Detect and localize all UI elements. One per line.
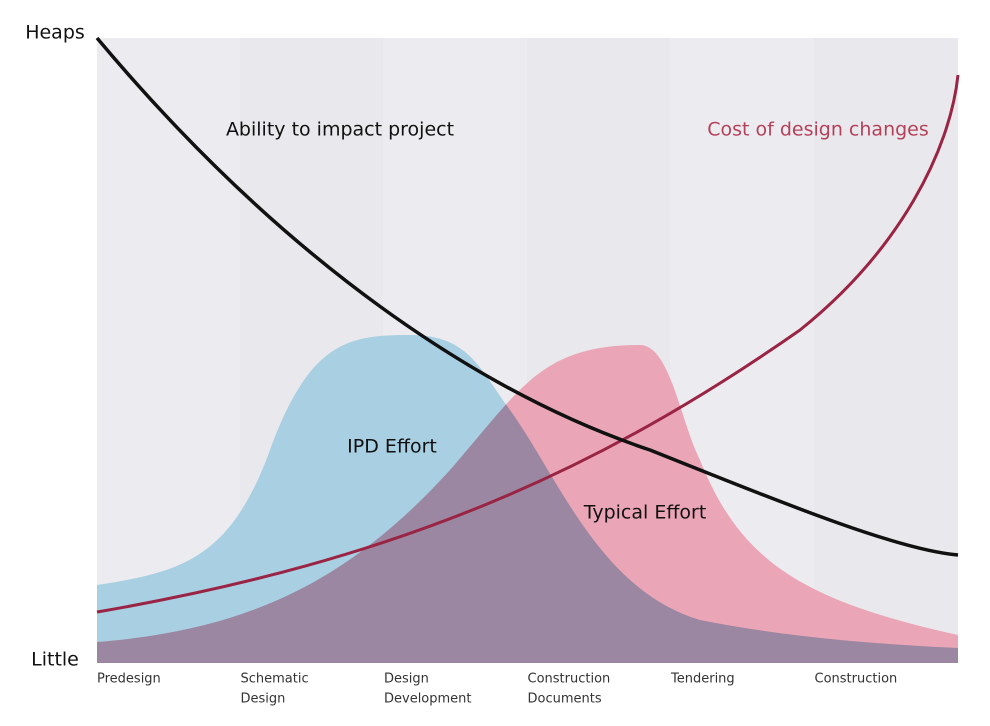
- typical-effort-area: [97, 345, 958, 663]
- phase-label: Construction: [815, 672, 898, 687]
- y-top-label: Heaps: [25, 22, 85, 44]
- ipd-label: IPD Effort: [347, 436, 437, 458]
- phase-label: Tendering: [670, 672, 735, 687]
- phase-label: Predesign: [97, 672, 161, 687]
- ability-label: Ability to impact project: [226, 119, 454, 141]
- phase-label: Design: [241, 692, 286, 707]
- phase-label: Schematic: [241, 672, 309, 687]
- phase-labels: Predesign Schematic Design Design Developmen…: [97, 672, 897, 707]
- ability-curve: [95, 36, 959, 557]
- phase-label: Development: [384, 692, 472, 707]
- y-bottom-label: Little: [31, 649, 79, 671]
- phase-label: Construction: [528, 672, 611, 687]
- cost-curve: [96, 74, 960, 614]
- cost-label: Cost of design changes: [707, 119, 929, 141]
- effort-areas: [97, 335, 958, 663]
- typical-label: Typical Effort: [583, 502, 707, 524]
- phase-label: Design: [384, 672, 429, 687]
- phase-label: Documents: [528, 692, 602, 707]
